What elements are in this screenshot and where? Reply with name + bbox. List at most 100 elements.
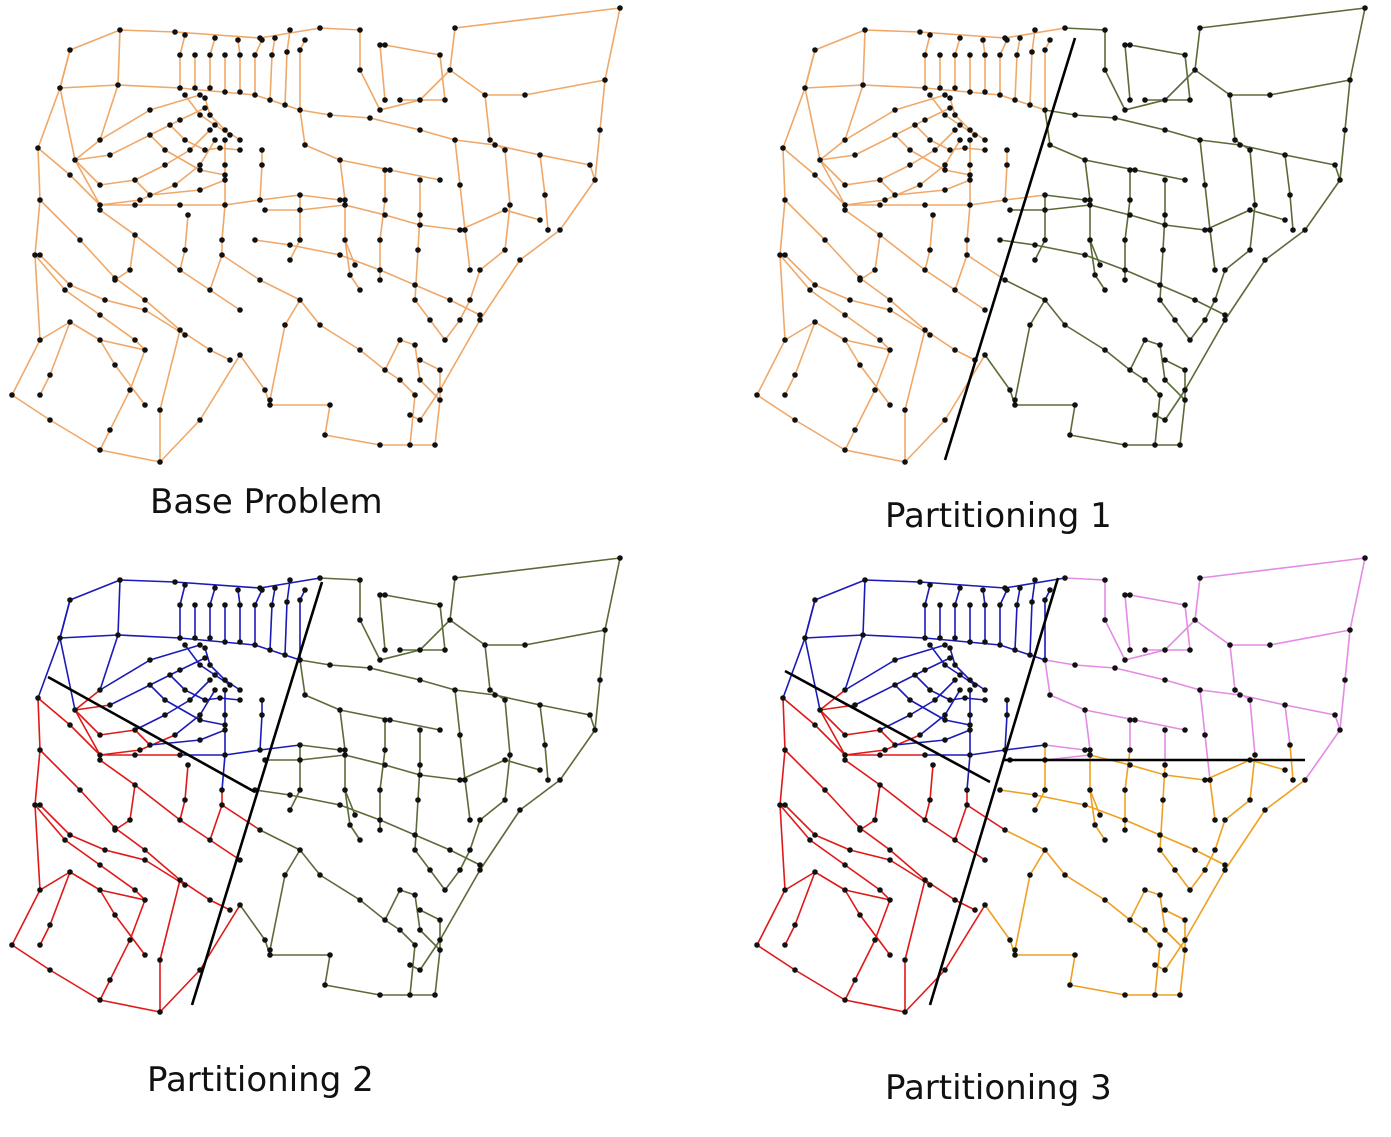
junction-node (237, 902, 243, 908)
road-segment (199, 139, 216, 166)
junction-node (1142, 377, 1148, 383)
junction-node (957, 35, 963, 41)
junction-node (382, 917, 388, 923)
junction-node (942, 417, 948, 423)
junction-node (877, 782, 883, 788)
road-segment (844, 449, 906, 463)
road-segment (924, 584, 931, 606)
junction-node (397, 97, 403, 103)
road-segment (459, 209, 506, 231)
junction-node (37, 802, 43, 808)
junction-node (777, 802, 783, 808)
junction-node (754, 942, 760, 948)
junction-node (792, 922, 798, 928)
road-segment (39, 749, 81, 791)
junction-node (127, 937, 133, 943)
junction-node (852, 702, 858, 708)
junction-node (35, 695, 41, 701)
road-segment (39, 804, 71, 836)
road-segment (1164, 679, 1201, 691)
road-segment (1044, 659, 1051, 696)
junction-node (219, 802, 225, 808)
junction-node (132, 202, 138, 208)
road-segment (756, 889, 786, 946)
junction-node (957, 687, 963, 693)
junction-node (1142, 887, 1148, 893)
junction-node (1202, 777, 1208, 783)
road-segment (1044, 194, 1086, 201)
road-segment (209, 587, 216, 606)
road-segment (1344, 629, 1351, 681)
junction-node (132, 727, 138, 733)
junction-node (382, 42, 388, 48)
junction-node (982, 137, 988, 143)
junction-node (197, 712, 203, 718)
road-segment (844, 339, 861, 366)
road-segment (259, 744, 301, 751)
junction-node (1287, 192, 1293, 198)
road-segment (184, 764, 189, 801)
road-segment (269, 604, 273, 651)
junction-node (197, 642, 203, 648)
road-segment (99, 999, 161, 1013)
road-segment (844, 729, 881, 736)
road-segment (484, 644, 491, 691)
junction-node (947, 655, 953, 661)
road-segment (359, 899, 386, 921)
junction-node (1182, 387, 1188, 393)
road-segment (184, 644, 201, 666)
junction-node (860, 82, 866, 88)
junction-node (62, 837, 68, 843)
road-segment (1349, 7, 1366, 81)
road-segment (1214, 269, 1226, 301)
road-segment (99, 864, 136, 891)
road-segment (1104, 349, 1131, 371)
junction-node (417, 967, 423, 973)
junction-node (982, 52, 988, 58)
road-segment (494, 144, 541, 156)
road-segment (117, 634, 181, 639)
junction-node (1042, 47, 1048, 53)
road-segment (854, 684, 896, 706)
junction-node (842, 862, 848, 868)
junction-node (387, 167, 393, 173)
road-segment (862, 634, 926, 639)
road-segment (1284, 704, 1336, 716)
junction-node (1042, 237, 1048, 243)
junction-node (927, 32, 933, 38)
junction-node (177, 202, 183, 208)
junction-node (942, 967, 948, 973)
junction-node (222, 687, 228, 693)
junction-node (202, 147, 208, 153)
junction-node (377, 787, 383, 793)
junction-node (1197, 137, 1203, 143)
road-segment (1159, 344, 1166, 381)
junction-node (482, 642, 488, 648)
junction-node (1087, 202, 1093, 208)
road-segment (1144, 379, 1161, 396)
road-segment (1016, 587, 1021, 606)
road-segment (782, 147, 786, 201)
junction-node (237, 147, 243, 153)
road-segment (414, 849, 431, 871)
road-segments (11, 557, 621, 1013)
road-segment (944, 719, 971, 726)
junction-node (1162, 127, 1168, 133)
junction-node (1332, 162, 1338, 168)
road-segment (1249, 699, 1256, 756)
road-segment (874, 349, 891, 391)
junction-node (952, 602, 958, 608)
road-segment (809, 839, 846, 866)
road-segment (844, 889, 861, 916)
junction-node (952, 897, 958, 903)
junction-node (967, 639, 973, 645)
road-segment (149, 644, 201, 661)
road-segment (271, 37, 276, 56)
road-segment (954, 664, 971, 681)
road-segment (984, 354, 1011, 391)
road-segment (914, 124, 931, 141)
junction-node (1002, 197, 1008, 203)
road-segment (59, 599, 71, 639)
road-segment (1114, 117, 1166, 131)
junction-node (1062, 872, 1068, 878)
